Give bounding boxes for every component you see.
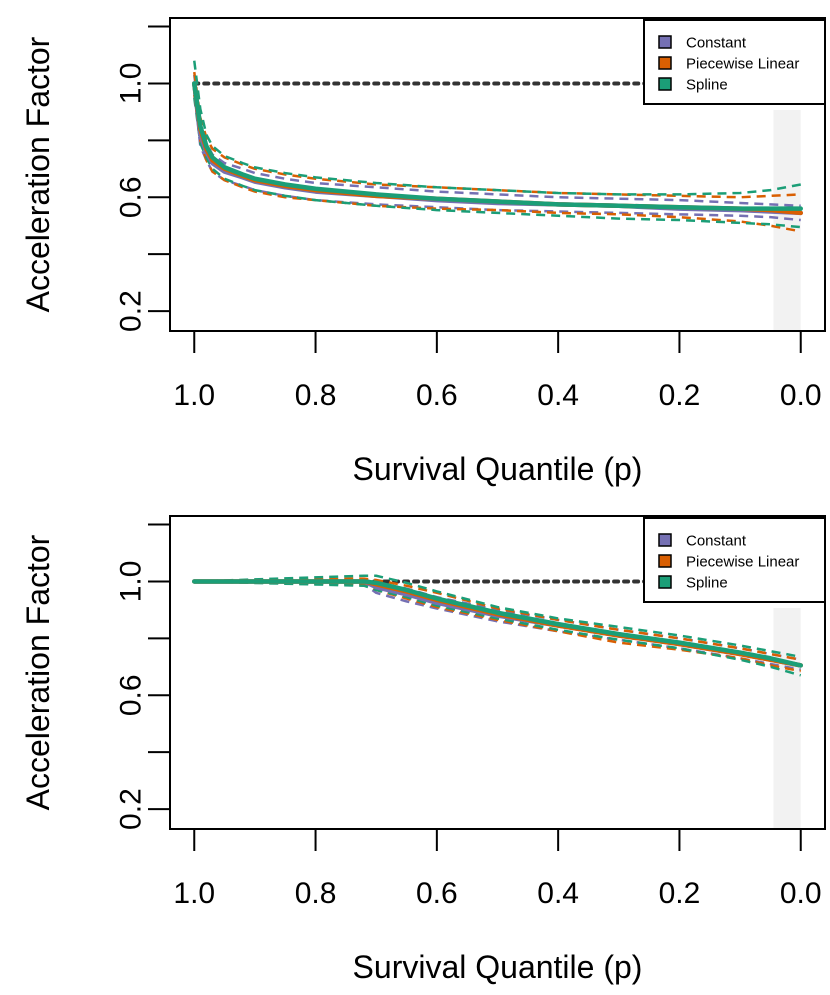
legend-label: Constant bbox=[686, 34, 747, 51]
x-tick-label: 0.2 bbox=[659, 379, 701, 412]
x-tick-label: 0.8 bbox=[295, 379, 337, 412]
series-spline-lower-band bbox=[194, 580, 802, 677]
series-spline-lower-band bbox=[193, 97, 801, 229]
x-tick-label: 1.0 bbox=[173, 877, 215, 910]
x-tick-label: 0.6 bbox=[416, 379, 458, 412]
y-axis-label: Acceleration Factor bbox=[20, 36, 56, 312]
legend-swatch-constant bbox=[658, 35, 672, 49]
legend-swatch-constant bbox=[658, 533, 672, 547]
x-tick-label: 0.4 bbox=[537, 877, 579, 910]
plot-frame bbox=[169, 17, 826, 332]
x-tick-label: 0.6 bbox=[416, 877, 458, 910]
x-axis-label: Survival Quantile (p) bbox=[353, 451, 643, 487]
x-axis-label: Survival Quantile (p) bbox=[353, 949, 643, 985]
series-spline-upper-band bbox=[193, 60, 801, 196]
legend-swatch-spline bbox=[658, 575, 672, 589]
x-tick-label: 1.0 bbox=[173, 379, 215, 412]
y-tick-label: 0.2 bbox=[115, 290, 148, 332]
chart-panel-top: 1.0 0.8 0.6 0.4 0.2 0.0 0.2 0.6 1.0 Survival Quan… bbox=[20, 17, 826, 487]
legend-box bbox=[643, 517, 826, 603]
legend-box bbox=[643, 19, 826, 105]
y-tick-label: 0.2 bbox=[115, 788, 148, 830]
y-tick-label: 0.6 bbox=[115, 176, 148, 218]
legend: Constant Piecewise Linear Spline bbox=[643, 517, 826, 603]
series-spline-upper-band bbox=[194, 574, 801, 659]
legend-label: Piecewise Linear bbox=[686, 553, 799, 570]
series-spline-line bbox=[192, 579, 803, 668]
y-tick-label: 1.0 bbox=[115, 561, 148, 603]
x-tick-label: 0.0 bbox=[780, 379, 822, 412]
y-axis-label: Acceleration Factor bbox=[20, 534, 56, 810]
x-tick-label: 0.0 bbox=[780, 877, 822, 910]
x-tick-label: 0.8 bbox=[295, 877, 337, 910]
series-piecewise-upper-band bbox=[194, 577, 801, 661]
legend-swatch-spline bbox=[658, 77, 672, 91]
shaded-region bbox=[773, 608, 801, 829]
legend-label: Spline bbox=[686, 574, 728, 591]
x-tick-label: 0.2 bbox=[659, 877, 701, 910]
chart-panel-bottom: 1.0 0.8 0.6 0.4 0.2 0.0 0.2 0.6 1.0 Survival Quan… bbox=[20, 515, 826, 985]
y-tick-label: 1.0 bbox=[115, 63, 148, 105]
legend-label: Constant bbox=[686, 532, 747, 549]
series-piecewise-upper-band bbox=[193, 71, 801, 199]
x-tick-label: 0.4 bbox=[537, 379, 579, 412]
shaded-region bbox=[773, 110, 801, 331]
y-tick-label: 0.6 bbox=[115, 674, 148, 716]
legend: Constant Piecewise Linear Spline bbox=[643, 19, 826, 105]
plot-frame bbox=[169, 515, 826, 830]
legend-swatch-piecewise bbox=[658, 56, 672, 70]
legend-swatch-piecewise bbox=[658, 554, 672, 568]
legend-label: Piecewise Linear bbox=[686, 55, 799, 72]
series-spline-line bbox=[192, 81, 803, 211]
legend-label: Spline bbox=[686, 76, 728, 93]
